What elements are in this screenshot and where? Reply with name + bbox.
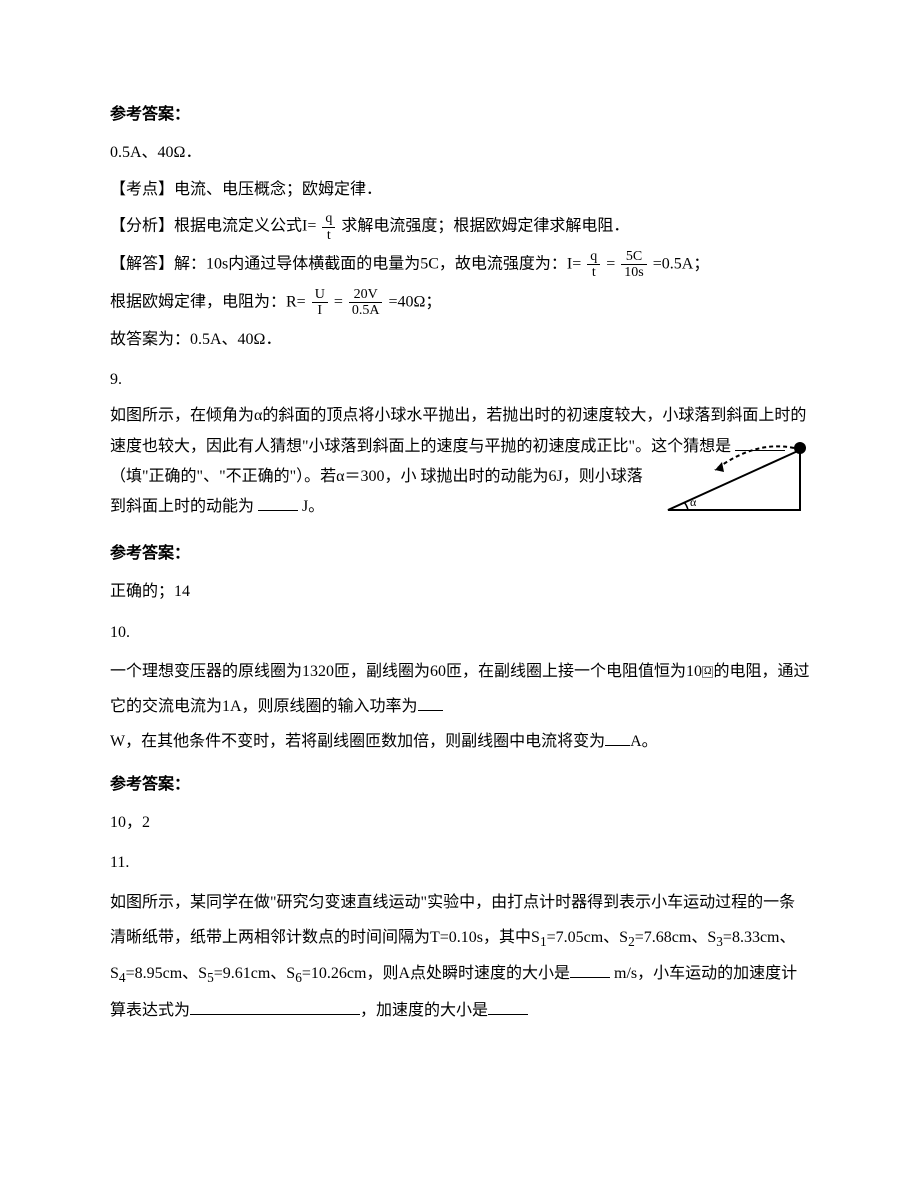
text: =7.05cm、S <box>547 929 628 946</box>
denominator: I <box>312 303 328 318</box>
denominator: 10s <box>621 265 646 280</box>
fraction-q-t: q t <box>322 211 335 243</box>
denominator: t <box>322 228 335 243</box>
equals: = <box>334 293 343 310</box>
text: =7.68cm、S <box>635 929 716 946</box>
text: J。 <box>302 498 324 515</box>
blank-fill <box>605 730 630 746</box>
equals: = <box>606 256 615 273</box>
svg-text:α: α <box>690 495 697 509</box>
incline-diagram: α <box>660 442 810 528</box>
numerator: q <box>587 249 600 265</box>
blank-fill <box>258 495 298 511</box>
subscript: 5 <box>207 971 214 986</box>
q8-fenxi: 【分析】根据电流定义公式I= q t 求解电流强度；根据欧姆定律求解电阻． <box>110 211 810 243</box>
text: =9.61cm、S <box>214 965 295 982</box>
subscript: 1 <box>540 934 547 949</box>
q8-final-answer: 故答案为：0.5A、40Ω． <box>110 325 810 355</box>
omega-symbol: Ω <box>702 666 713 678</box>
text: （填"正确的"、"不正确的"）。若α＝300，小 <box>110 468 417 485</box>
numerator: 20V <box>349 287 383 303</box>
q8-jieda-line2: 根据欧姆定律，电阻为：R= U I = 20V 0.5A =40Ω； <box>110 287 810 319</box>
q9-number: 9. <box>110 365 810 395</box>
subscript: 3 <box>716 934 723 949</box>
denominator: t <box>587 265 600 280</box>
text: W，在其他条件不变时，若将副线圈匝数加倍，则副线圈中电流将变为 <box>110 733 605 750</box>
blank-fill <box>735 435 785 451</box>
numerator: 5C <box>621 249 646 265</box>
numerator: q <box>322 211 335 227</box>
text: 【分析】根据电流定义公式I= <box>110 218 316 235</box>
q11-number: 11. <box>110 848 810 878</box>
text: 一个理想变压器的原线圈为1320匝，副线圈为60匝，在副线圈上接一个电阻值恒为1… <box>110 663 702 680</box>
text: =0.5A； <box>653 256 710 273</box>
blank-fill <box>418 695 443 711</box>
fraction-u-i: U I <box>312 287 328 319</box>
text: A。 <box>630 733 658 750</box>
fraction-q-t: q t <box>587 249 600 281</box>
q8-kaodian: 【考点】电流、电压概念；欧姆定律． <box>110 175 810 205</box>
answer-header: 参考答案： <box>110 100 810 130</box>
fraction-5c-10s: 5C 10s <box>621 249 646 281</box>
q9-answer-value: 正确的；14 <box>110 577 810 607</box>
text: =10.26cm，则A点处瞬时速度的大小是 <box>302 965 570 982</box>
blank-fill <box>488 999 528 1015</box>
q10-question: 一个理想变压器的原线圈为1320匝，副线圈为60匝，在副线圈上接一个电阻值恒为1… <box>110 654 810 760</box>
q10-number: 10. <box>110 618 810 648</box>
subscript: 2 <box>628 934 635 949</box>
text: =8.95cm、S <box>126 965 207 982</box>
fraction-20v-05a: 20V 0.5A <box>349 287 383 319</box>
blank-fill <box>570 962 610 978</box>
q8-jieda-line1: 【解答】解：10s内通过导体横截面的电量为5C，故电流强度为：I= q t = … <box>110 249 810 281</box>
numerator: U <box>312 287 328 303</box>
answer-header: 参考答案： <box>110 770 810 800</box>
q8-answer-value: 0.5A、40Ω． <box>110 138 810 168</box>
subscript: 4 <box>119 971 126 986</box>
q11-question: 如图所示，某同学在做"研究匀变速直线运动"实验中，由打点计时器得到表示小车运动过… <box>110 885 810 1028</box>
subscript: 6 <box>295 971 302 986</box>
denominator: 0.5A <box>349 303 383 318</box>
text: =40Ω； <box>388 293 441 310</box>
blank-fill <box>190 999 360 1015</box>
q10-answer-value: 10，2 <box>110 808 810 838</box>
text: ，加速度的大小是 <box>360 1002 488 1019</box>
text: 根据欧姆定律，电阻为：R= <box>110 293 306 310</box>
q9-question: 如图所示，在倾角为α的斜面的顶点将小球水平抛出，若抛出时的初速度较大，小球落到斜… <box>110 401 810 523</box>
text: 【解答】解：10s内通过导体横截面的电量为5C，故电流强度为：I= <box>110 256 581 273</box>
text: 如图所示，在倾角为α的斜面的顶点将小球水平抛出，若抛出时的初速度较大，小球落到斜… <box>110 407 806 454</box>
text: 求解电流强度；根据欧姆定律求解电阻． <box>341 218 629 235</box>
answer-header: 参考答案： <box>110 539 810 569</box>
